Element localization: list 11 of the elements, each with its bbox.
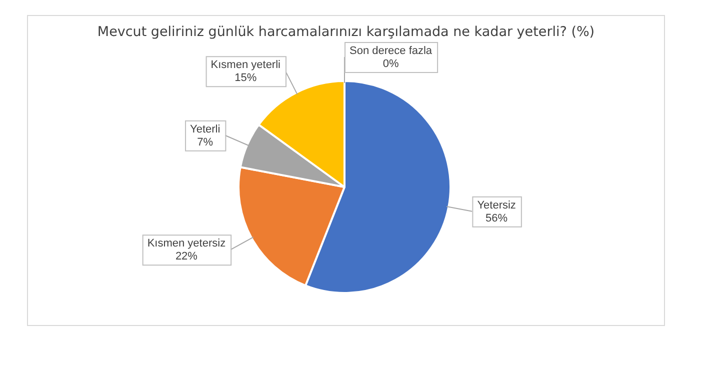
text: 0%: [382, 58, 399, 70]
chart-title: Mevcut geliriniz günlük harcamalarınızı karşılamada ne kadar yeterli? (%): [96, 24, 596, 40]
slice-label: Kısmen yeterli: [210, 59, 280, 72]
category-label: Son derece fazla: [349, 45, 432, 58]
data-label: 15%: [234, 72, 257, 84]
data-label: 56%: [486, 212, 508, 224]
slice-label: Kısmen yetersiz: [147, 238, 226, 250]
slice-label: Yetersiz: [477, 199, 516, 212]
slice-label: Yeterli: [190, 123, 220, 136]
data-label: 7%: [197, 136, 214, 148]
data-label: 22%: [175, 250, 198, 263]
